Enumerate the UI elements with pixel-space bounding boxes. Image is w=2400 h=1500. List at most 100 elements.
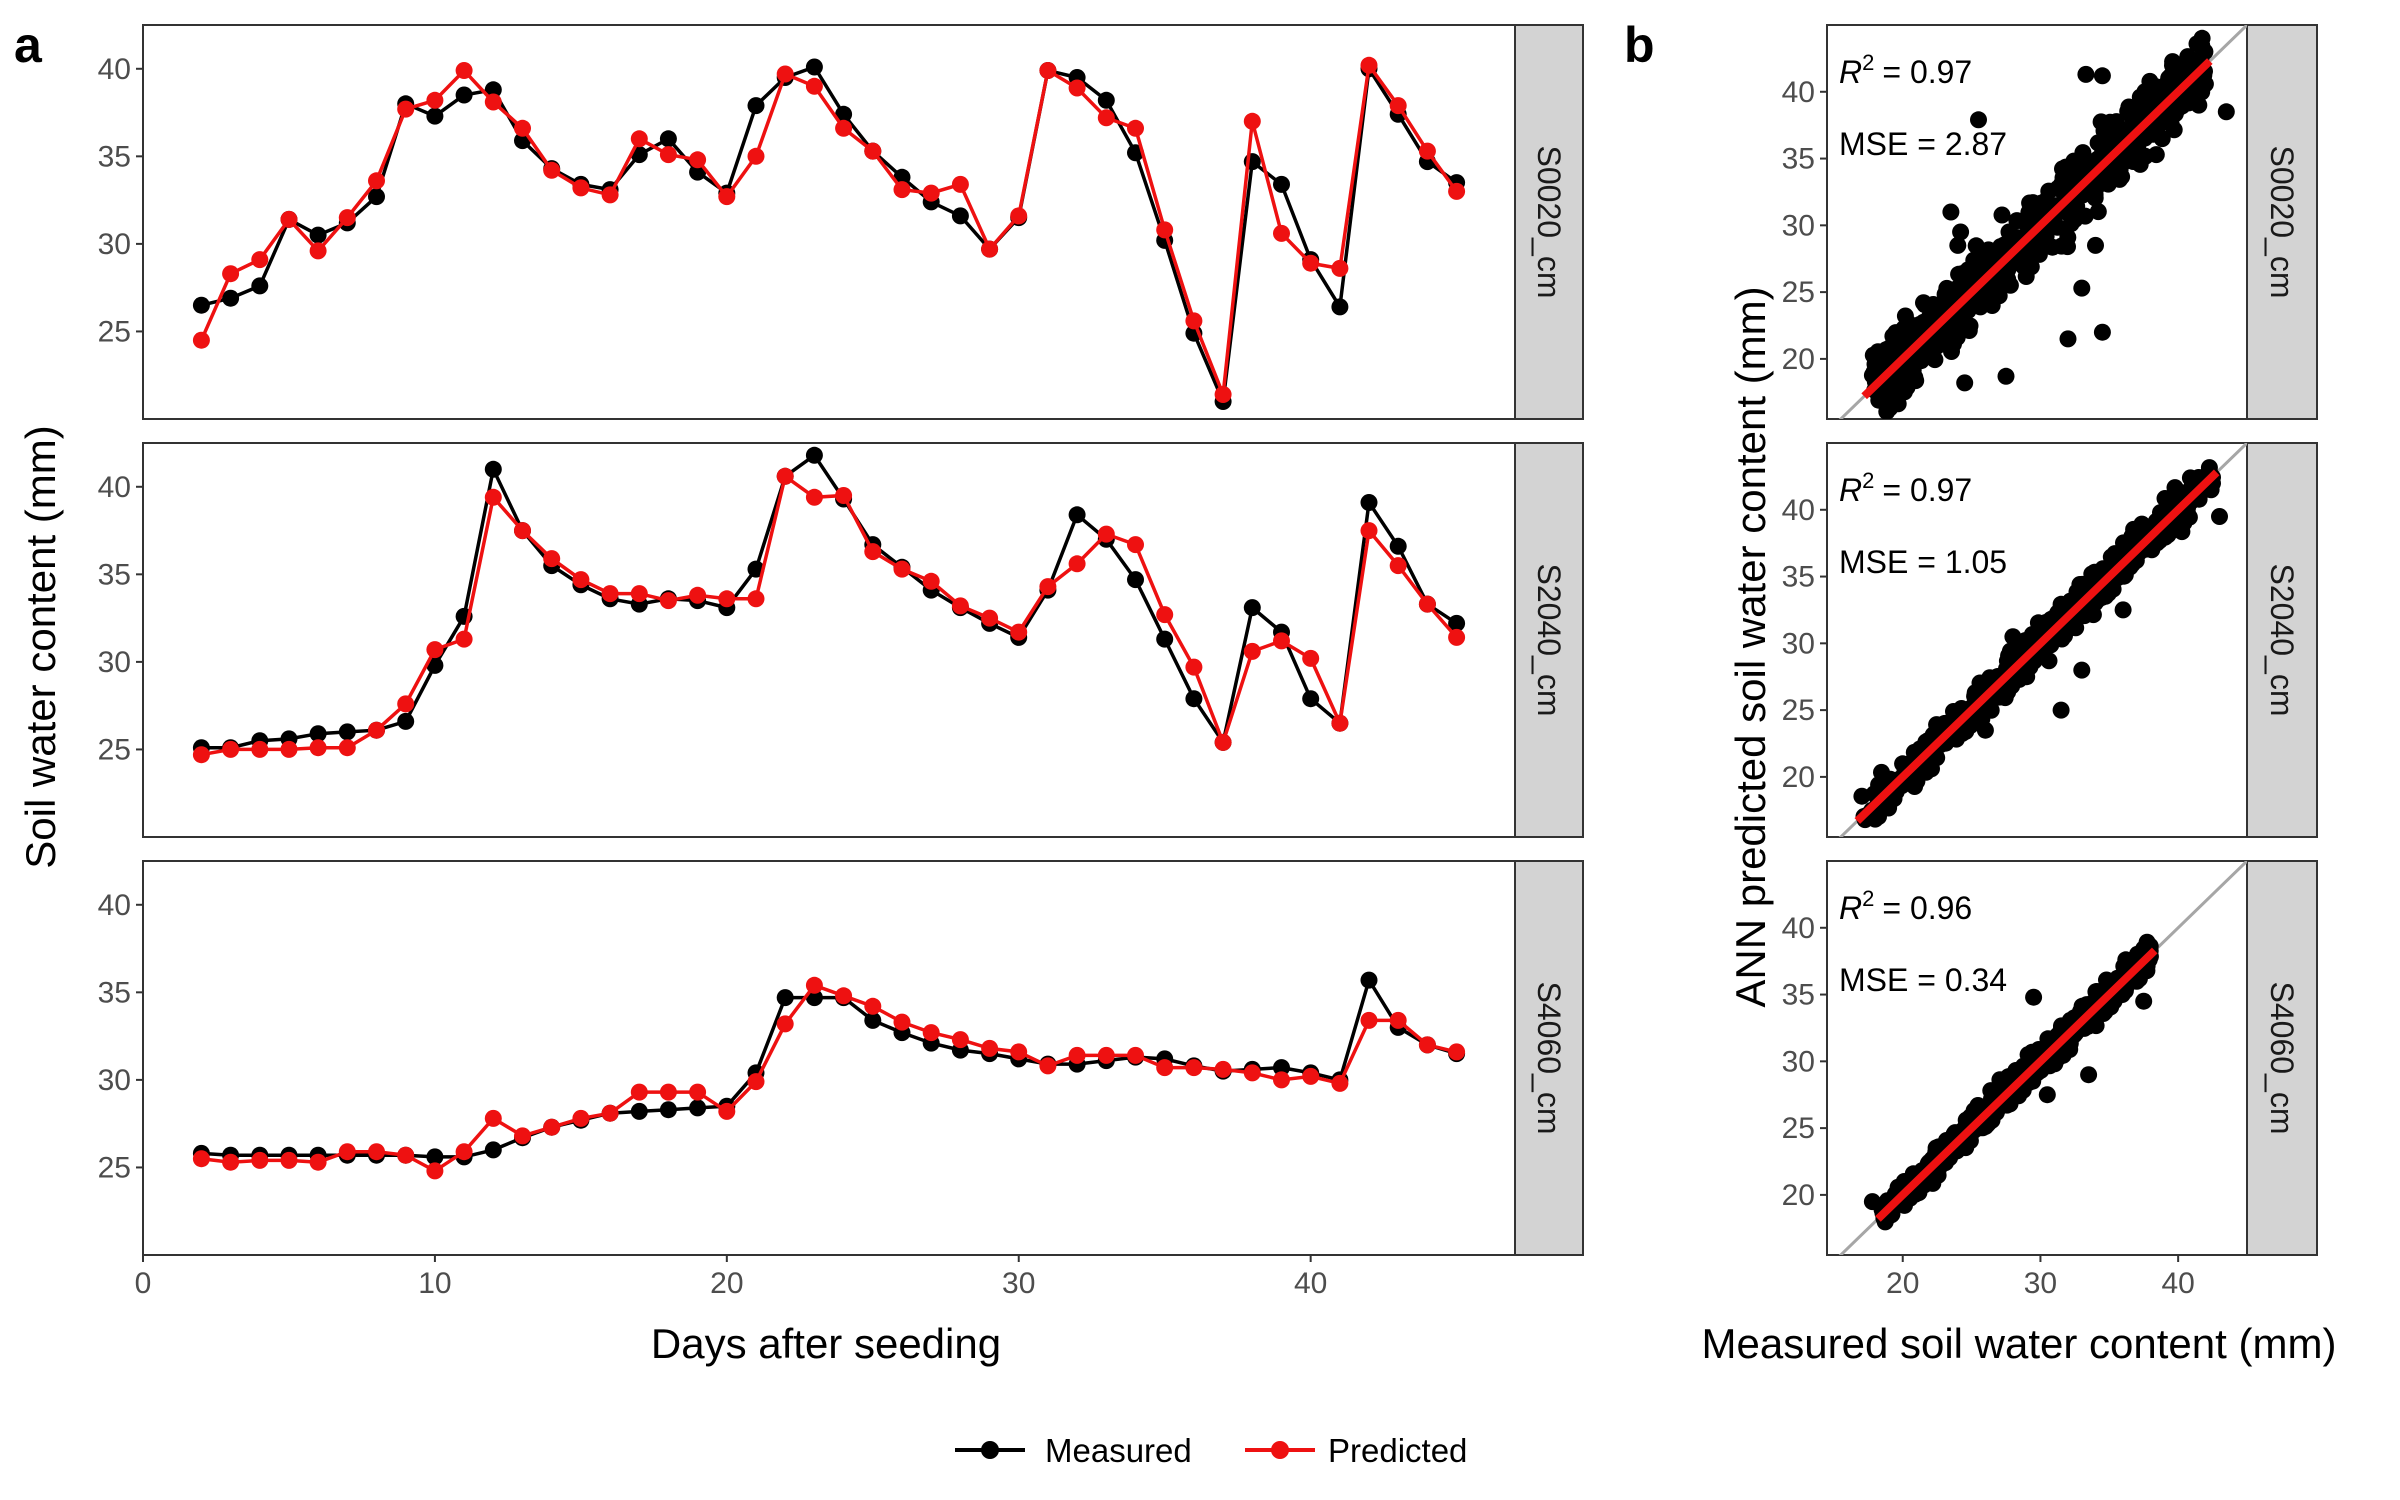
scatter-point-outlier — [2052, 701, 2070, 719]
scatter-point-outlier — [2077, 65, 2095, 83]
scatter-point — [2092, 175, 2110, 193]
data-point-measured — [222, 289, 240, 307]
data-point-predicted — [455, 62, 473, 79]
scatter-point — [2089, 203, 2107, 221]
scatter-point — [1993, 206, 2011, 224]
scatter-point — [2193, 36, 2211, 54]
scatter-point-outlier — [1970, 111, 1987, 129]
data-point-measured — [1156, 630, 1174, 648]
scatter-point — [1898, 378, 1916, 396]
data-point-predicted — [718, 188, 736, 206]
scatter-point-outlier — [2080, 1066, 2098, 1084]
data-point-predicted — [864, 142, 882, 160]
scatter-point — [1928, 716, 1946, 734]
data-point-predicted — [280, 740, 298, 758]
data-point-predicted — [484, 1109, 502, 1127]
scatter-point-outlier — [1942, 203, 1960, 221]
data-point-predicted — [922, 184, 940, 202]
data-point-predicted — [192, 746, 210, 764]
data-point-measured — [484, 1141, 502, 1159]
panel-b-plot-area — [1838, 25, 2247, 419]
scatter-point — [2018, 211, 2036, 229]
data-point-predicted — [1010, 623, 1028, 641]
panel-a-frame — [142, 442, 1516, 838]
data-point-predicted — [1156, 606, 1174, 624]
data-point-predicted — [484, 93, 502, 111]
fit-line — [1875, 947, 2158, 1222]
data-point-measured — [659, 130, 677, 148]
data-point-predicted — [397, 1146, 415, 1164]
scatter-point-outlier — [2093, 67, 2111, 85]
data-point-predicted — [455, 1143, 473, 1161]
data-point-predicted — [1127, 119, 1144, 137]
panel-b-y-tick-label: 25 — [1782, 1112, 1815, 1145]
data-point-predicted — [747, 147, 765, 165]
data-point-predicted — [981, 1039, 999, 1057]
data-point-predicted — [251, 251, 269, 269]
r-squared-symbol: R — [1839, 54, 1862, 90]
panel-a-y-tick-label: 40 — [98, 889, 131, 922]
scatter-point — [2160, 69, 2178, 87]
data-point-predicted — [601, 1104, 619, 1122]
scatter-point-outlier — [2211, 508, 2228, 525]
data-point-measured — [1185, 690, 1203, 708]
data-point-measured — [309, 725, 327, 743]
panel-a-y-tick-label: 25 — [98, 1151, 131, 1184]
panel-b-facet-S2040_cm: S2040_cm 20 25 30 35 40 R2 = 0.97 MSE = 1.05 — [1782, 442, 2318, 838]
data-point-predicted — [922, 572, 940, 590]
scatter-point-outlier — [2004, 628, 2022, 646]
data-point-measured — [192, 296, 210, 314]
scatter-point — [2105, 129, 2123, 147]
data-point-predicted — [543, 161, 561, 179]
scatter-point-outlier — [1949, 236, 1967, 254]
data-point-predicted — [864, 543, 882, 561]
scatter-point-outlier — [1970, 256, 1987, 274]
data-point-predicted — [1448, 182, 1466, 200]
data-point-predicted — [776, 1015, 794, 1033]
fit-line — [1854, 469, 2220, 824]
panel-b-y-tick-label: 30 — [1782, 627, 1815, 660]
mse-annotation: MSE = 2.87 — [1839, 126, 2007, 162]
data-point-predicted — [1068, 555, 1086, 573]
legend-predicted-label: Predicted — [1328, 1432, 1467, 1469]
fit-line — [1861, 58, 2213, 400]
scatter-point-outlier — [2073, 279, 2091, 297]
data-point-predicted — [192, 331, 210, 349]
scatter-point-outlier — [2217, 103, 2235, 121]
scatter-point — [1911, 316, 1929, 333]
data-point-predicted — [251, 740, 269, 758]
scatter-point — [2033, 199, 2051, 217]
data-point-predicted — [1243, 642, 1261, 660]
panel-b-y-tick-label: 35 — [1782, 979, 1815, 1012]
data-point-predicted — [514, 522, 531, 540]
legend: Measured Predicted — [955, 1432, 1467, 1469]
panel-b-strip-label: S0020_cm — [2264, 146, 2300, 299]
scatter-point-outlier — [2073, 661, 2091, 679]
scatter-point — [2135, 97, 2153, 114]
panel-a-facet-S4060_cm: S4060_cm 25 30 35 40 0 10 20 30 40 — [98, 860, 1584, 1300]
panel-b-x-axis-title: Measured soil water content (mm) — [1702, 1320, 2337, 1367]
data-point-predicted — [893, 1013, 911, 1031]
scatter-point-outlier — [1997, 367, 2015, 385]
data-point-measured — [1273, 175, 1290, 193]
data-point-measured — [1448, 614, 1466, 632]
data-point-predicted — [368, 1143, 385, 1161]
scatter-point-outlier — [2018, 668, 2036, 686]
r-squared-annotation: R2 = 0.97 — [1839, 468, 1972, 508]
data-point-predicted — [309, 242, 327, 260]
data-point-measured — [835, 105, 853, 123]
data-point-predicted — [1273, 1071, 1290, 1089]
panel-a-facet-S0020_cm: S0020_cm 25 30 35 40 — [98, 24, 1584, 420]
panel-a-x-tick-label: 10 — [418, 1267, 451, 1300]
scatter-point — [1992, 238, 2009, 256]
scatter-point — [2145, 120, 2163, 138]
panel-b-y-tick-label: 25 — [1782, 276, 1815, 309]
data-point-measured — [1273, 1059, 1290, 1077]
data-point-predicted — [1214, 1060, 1232, 1078]
data-point-predicted — [1068, 1046, 1086, 1064]
data-point-predicted — [835, 119, 853, 137]
panel-b-strip-label: S4060_cm — [2264, 982, 2300, 1135]
scatter-point — [2065, 152, 2083, 170]
data-point-predicted — [776, 467, 794, 485]
panel-a-x-tick-label: 0 — [135, 1267, 152, 1300]
